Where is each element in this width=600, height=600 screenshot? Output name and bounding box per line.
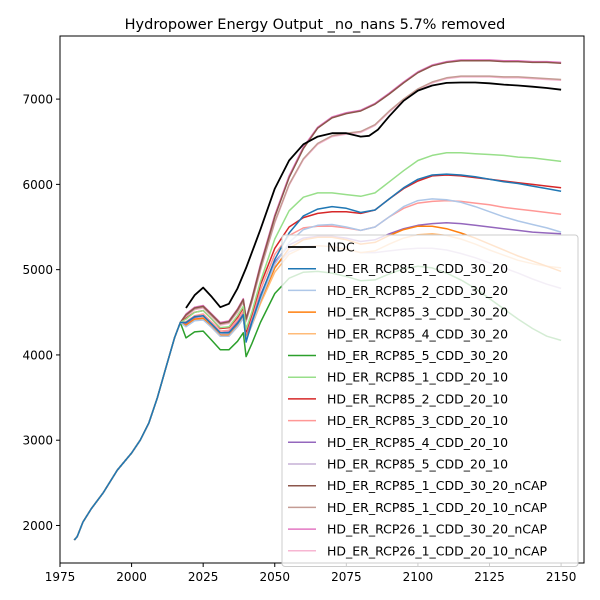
x-axis: 1975 2000 2025 2050 2075 2100 2125 2150	[45, 563, 577, 584]
legend: NDC HD_ER_RCP85_1_CDD_30_20 HD_ER_RCP85_2_…	[281, 234, 579, 567]
y-tick-label: 2000	[22, 519, 53, 533]
x-tick-label: 2150	[546, 570, 577, 584]
x-tick-label: 2000	[116, 570, 147, 584]
plot-lines	[73, 59, 562, 541]
legend-label: HD_ER_RCP85_4_CDD_20_10	[327, 435, 508, 450]
legend-label: HD_ER_RCP85_3_CDD_20_10	[327, 413, 508, 428]
legend-label: HD_ER_RCP85_5_CDD_30_20	[327, 348, 508, 363]
legend-box	[281, 234, 579, 567]
legend-label: HD_ER_RCP85_2_CDD_30_20	[327, 283, 508, 298]
legend-label: NDC	[327, 240, 355, 255]
legend-label: HD_ER_RCP85_4_CDD_30_20	[327, 326, 508, 341]
legend-label: HD_ER_RCP26_1_CDD_20_10_nCAP	[327, 543, 548, 558]
legend-label: HD_ER_RCP26_1_CDD_30_20_nCAP	[327, 522, 548, 537]
x-tick-label: 2100	[403, 570, 434, 584]
chart-title: Hydropower Energy Output _no_nans 5.7% r…	[125, 17, 506, 33]
legend-label: HD_ER_RCP85_1_CDD_20_10_nCAP	[327, 500, 548, 515]
y-tick-label: 4000	[22, 348, 53, 362]
x-tick-label: 2075	[331, 570, 362, 584]
legend-label: HD_ER_RCP85_3_CDD_30_20	[327, 305, 508, 320]
legend-label: HD_ER_RCP85_1_CDD_20_10	[327, 370, 508, 385]
series-line-HD_ER_RCP85_1_CDD_30_20	[73, 173, 562, 541]
y-tick-label: 3000	[22, 434, 53, 448]
legend-label: HD_ER_RCP85_1_CDD_30_20	[327, 261, 508, 276]
legend-label: HD_ER_RCP85_2_CDD_20_10	[327, 391, 508, 406]
legend-label: HD_ER_RCP85_1_CDD_30_20_nCAP	[327, 478, 548, 493]
y-tick-label: 6000	[22, 178, 53, 192]
y-tick-label: 5000	[22, 263, 53, 277]
x-tick-label: 2025	[188, 570, 219, 584]
x-tick-label: 2050	[259, 570, 290, 584]
y-tick-label: 7000	[22, 93, 53, 107]
series-line-NDC	[185, 81, 562, 309]
x-tick-label: 1975	[45, 570, 76, 584]
x-tick-label: 2125	[474, 570, 505, 584]
y-axis: 2000 3000 4000 5000 6000 7000	[22, 93, 60, 533]
legend-label: HD_ER_RCP85_5_CDD_20_10	[327, 457, 508, 472]
